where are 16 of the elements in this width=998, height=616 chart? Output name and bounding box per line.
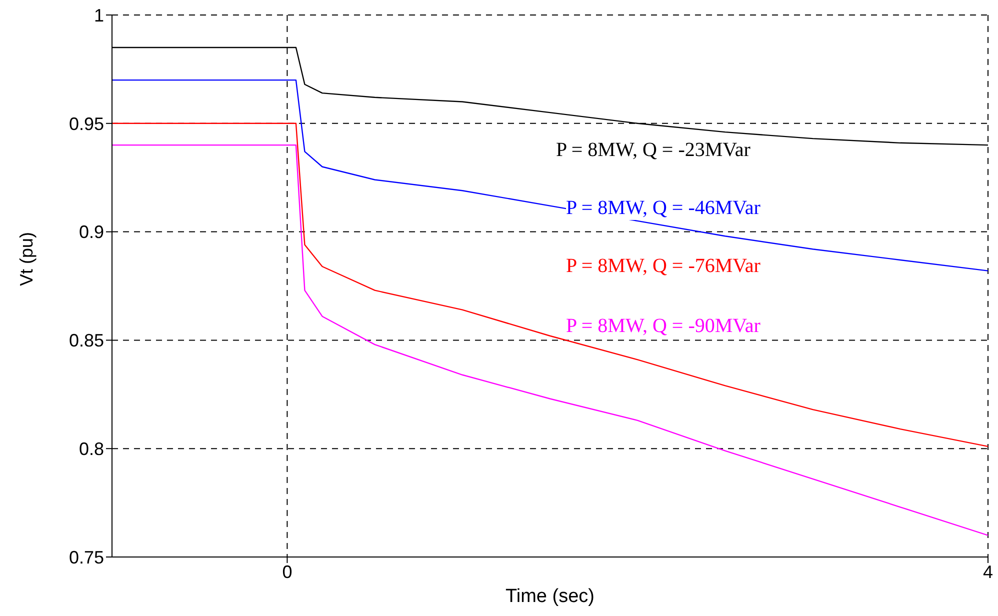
y-tick-label: 0.85 (68, 330, 104, 351)
y-tick-label: 0.9 (78, 222, 104, 242)
text: P = 8MW, Q = -90MVar (566, 314, 760, 338)
x-tick-label: 0 (282, 562, 292, 582)
y-tick-label: 0.8 (78, 438, 104, 459)
line-series (112, 122, 988, 448)
line-series (112, 144, 988, 536)
y-axis-title: Vt (pu) (16, 232, 36, 286)
x-axis-title: Time (sec) (505, 586, 595, 607)
y-tick-label: 1 (94, 5, 104, 26)
series-label: P = 8MW, Q = -23MVar (556, 138, 750, 162)
x-tick-label: 4 (982, 562, 994, 582)
y-tick-label: 0.75 (68, 547, 104, 568)
text: P = 8MW, Q = -76MVar (566, 254, 760, 278)
y-tick-label: 0.95 (68, 114, 104, 134)
series-label: P = 8MW, Q = -46MVar (566, 196, 760, 220)
